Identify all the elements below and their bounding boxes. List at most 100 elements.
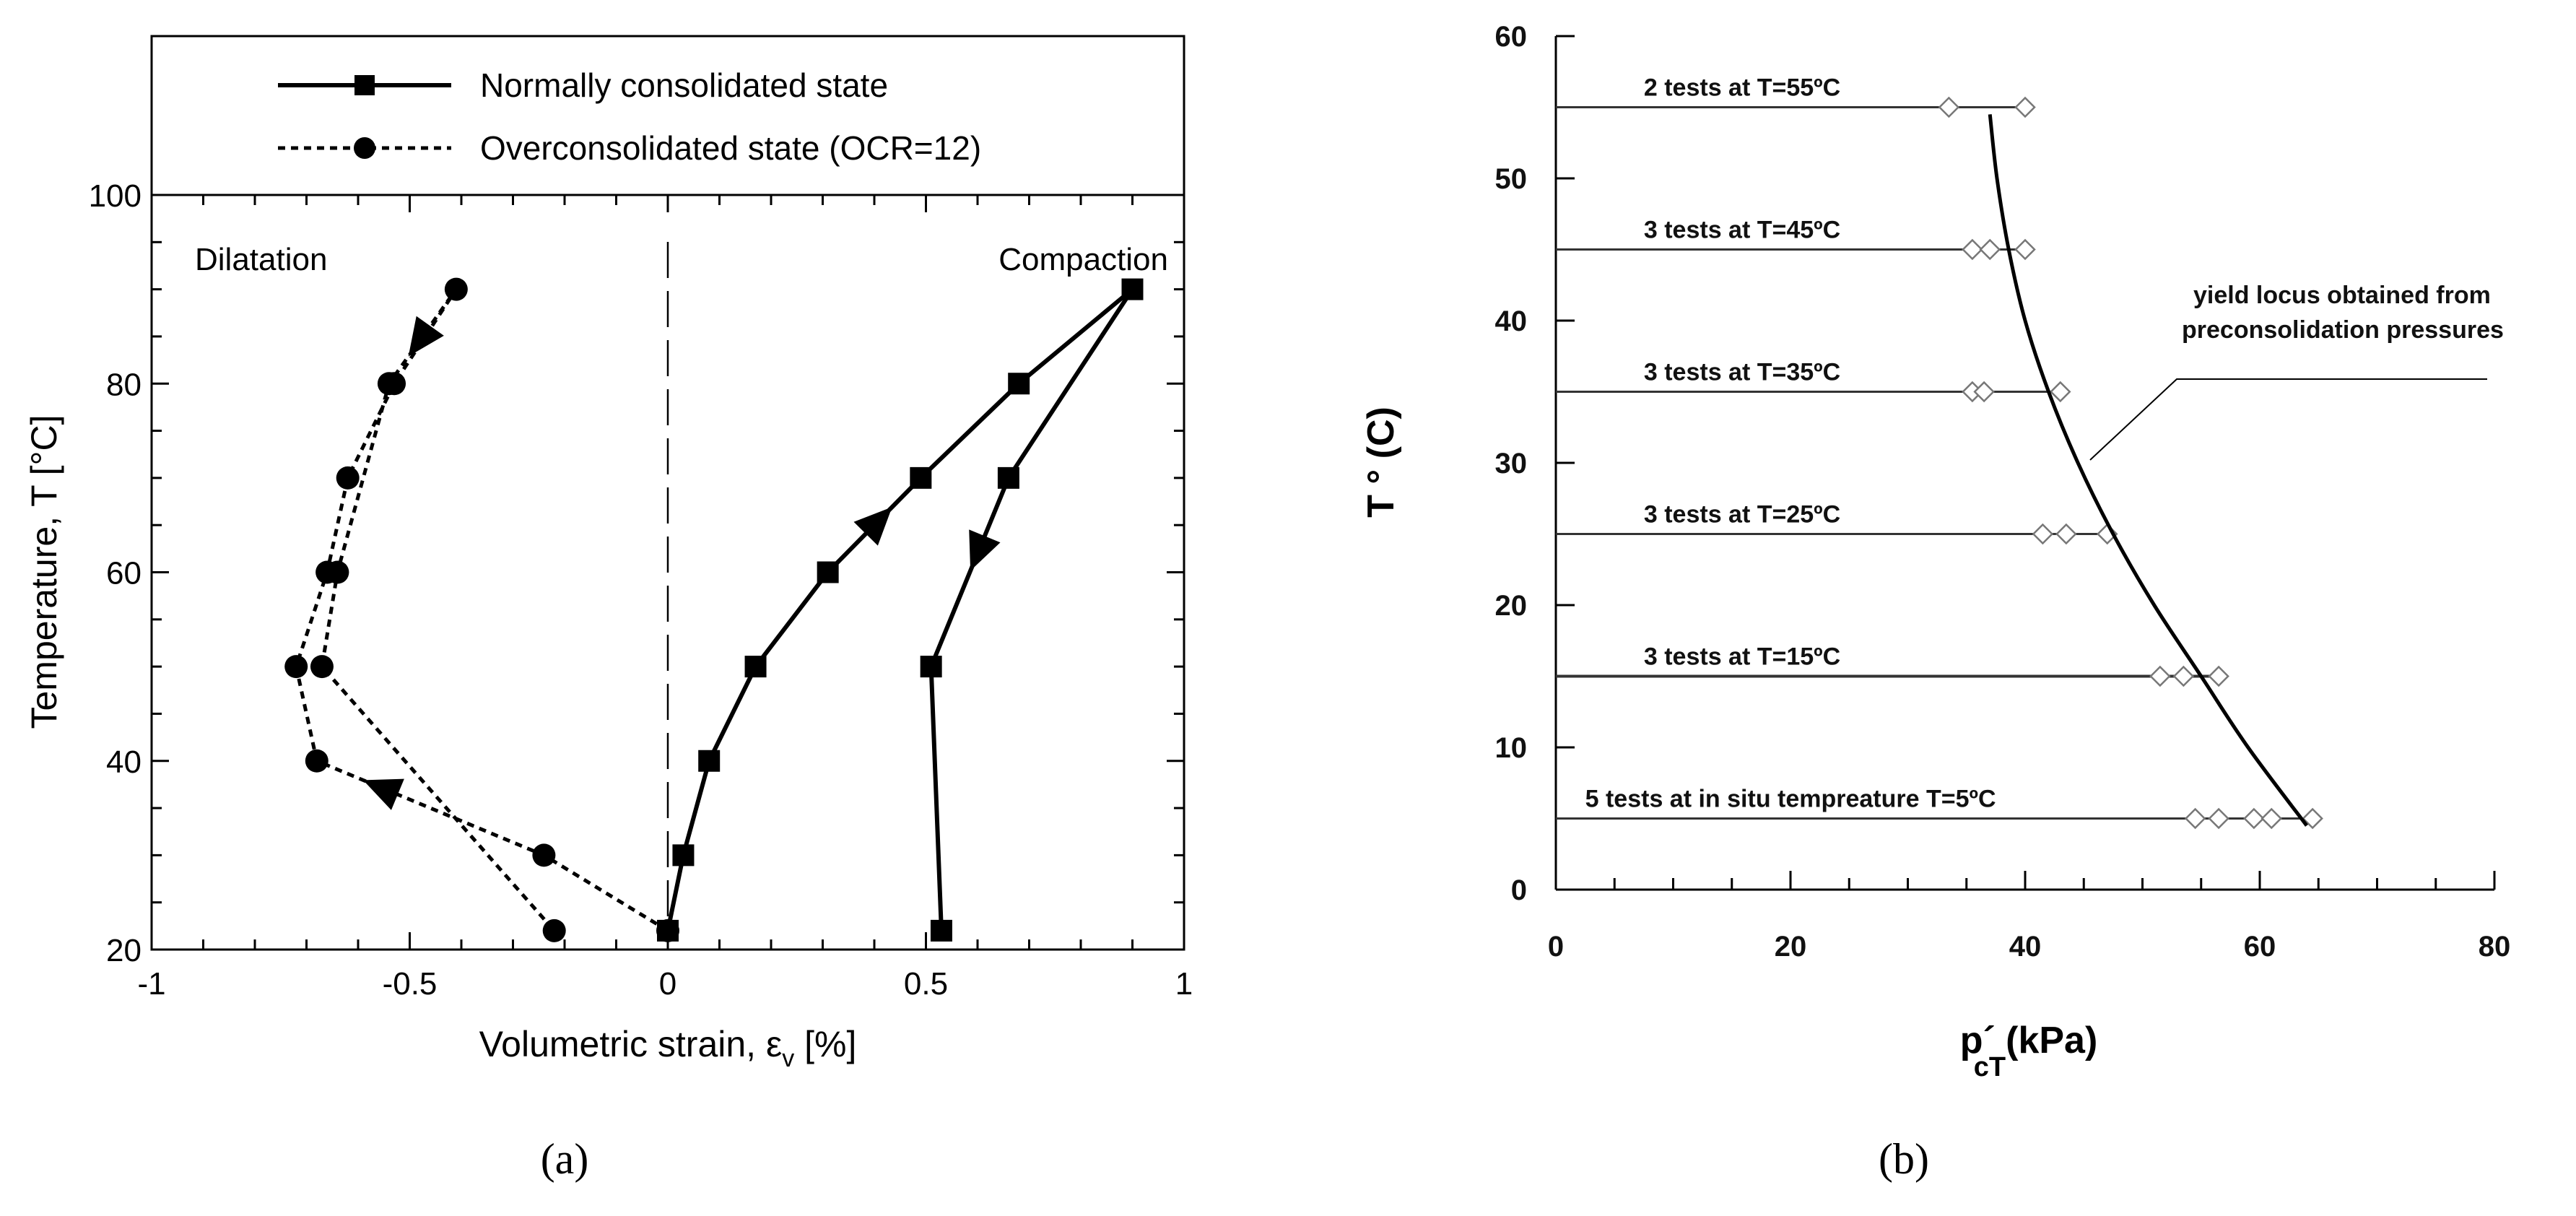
test-group-label: 3 tests at T=25ºC [1644, 501, 1840, 529]
x-tick-label-a: -0.5 [383, 966, 438, 1002]
y-tick-label-b: 10 [1495, 732, 1528, 764]
direction-arrow [853, 507, 892, 546]
test-point-diamond [2032, 523, 2054, 545]
test-point-diamond [1979, 238, 2001, 261]
yield-locus-label-line2: preconsolidation pressures [2182, 316, 2504, 344]
test-point-diamond [2172, 665, 2195, 687]
yield-locus-leader-line [2089, 378, 2487, 461]
y-tick-label-b: 50 [1495, 163, 1528, 195]
yield-locus-curve [1988, 114, 2309, 827]
data-point-overconsolidated [444, 277, 468, 301]
test-point-diamond [2208, 807, 2229, 830]
data-point-overconsolidated [305, 749, 328, 773]
x-tick-label-b: 20 [1775, 931, 1807, 963]
chart-panel-b: 0 20 40 60 80 0 10 20 30 40 50 60 2 tests at T=55ºC… [1360, 21, 2510, 1183]
test-point-diamond [1938, 96, 1960, 118]
data-point-overconsolidated [284, 655, 308, 679]
panel-caption-a: (a) [541, 1135, 589, 1183]
series-line-normally-consolidated [666, 287, 1135, 931]
y-tick-label-a: 80 [106, 367, 142, 402]
yield-locus-label-line1: yield locus obtained from [2193, 282, 2491, 309]
test-group-label: 3 tests at T=45ºC [1644, 217, 1840, 244]
data-point-overconsolidated [336, 466, 360, 490]
x-tick-label-b: 40 [2009, 931, 2042, 963]
legend-label-normally-consolidated: Normally consolidated state [480, 66, 888, 104]
test-point-diamond [2014, 238, 2036, 261]
direction-arrow [969, 529, 1001, 571]
legend-entry-normally-consolidated: Normally consolidated state [278, 66, 888, 104]
test-group-label: 5 tests at in situ tempreature T=5ºC [1585, 786, 1996, 813]
data-point-normally-consolidated [1121, 278, 1144, 300]
y-axis-label-b: T ° (C) [1360, 407, 1402, 518]
x-axis-label-b: p´ cT(kPa) [1960, 1020, 2098, 1082]
legend-marker-square [354, 75, 375, 95]
test-point-diamond [2302, 807, 2323, 830]
y-tick-label-b: 60 [1495, 21, 1528, 53]
test-point-diamond [2149, 665, 2171, 687]
data-point-normally-consolidated [672, 844, 695, 867]
test-point-diamond [2260, 807, 2283, 830]
data-point-overconsolidated [377, 372, 401, 396]
data-point-overconsolidated [326, 560, 349, 584]
x-axis-label-a-sub: v [782, 1045, 794, 1072]
x-tick-label-b: 60 [2244, 931, 2276, 963]
y-tick-label-a: 60 [106, 556, 142, 591]
series-line-overconsolidated [294, 288, 669, 933]
x-axis-label-a-main: Volumetric strain, ε [479, 1024, 783, 1064]
x-axis-label-b-main: p´ [1960, 1020, 1996, 1061]
y-tick-label-b: 20 [1495, 590, 1528, 622]
data-point-normally-consolidated [698, 750, 721, 772]
legend-entry-overconsolidated: Overconsolidated state (OCR=12) [278, 129, 981, 167]
data-point-normally-consolidated [997, 466, 1019, 489]
x-tick-label-b: 0 [1548, 931, 1564, 963]
test-point-diamond [2208, 665, 2229, 687]
direction-arrow [408, 316, 444, 357]
panel-caption-b: (b) [1879, 1135, 1929, 1183]
test-point-diamond [1973, 381, 1995, 403]
legend-marker-circle [354, 137, 375, 159]
y-tick-label-b: 0 [1511, 874, 1527, 906]
x-tick-label-a: 0 [659, 966, 676, 1002]
axis-ticks-b: 0 20 40 60 80 0 10 20 30 40 50 60 [1495, 21, 2511, 963]
data-point-overconsolidated [532, 843, 556, 867]
annotation-compaction: Compaction [998, 242, 1168, 277]
legend-label-overconsolidated: Overconsolidated state (OCR=12) [480, 129, 981, 167]
test-point-diamond [2055, 523, 2077, 545]
y-tick-label-b: 40 [1495, 305, 1528, 337]
x-tick-label-a: 0.5 [904, 966, 948, 1002]
data-point-normally-consolidated [744, 656, 767, 678]
data-point-normally-consolidated [1008, 373, 1030, 395]
series-group-a [284, 277, 1144, 942]
axis-ticks-a: -1 -0.5 0 0.5 1 20 40 60 80 100 [89, 178, 1193, 1002]
y-tick-label-a: 40 [106, 744, 142, 780]
data-point-overconsolidated [656, 918, 679, 942]
test-point-diamond [2184, 807, 2206, 830]
x-axis-label-a: Volumetric strain, εv [%] [479, 1024, 857, 1072]
x-tick-label-b: 80 [2479, 931, 2511, 963]
chart-panel-a: Normally consolidated state Overconsolid… [24, 35, 1193, 1183]
y-tick-label-a: 100 [89, 178, 142, 214]
y-axis-label-a: Temperature, T [°C] [24, 415, 64, 729]
test-group-label: 2 tests at T=55ºC [1644, 74, 1840, 102]
data-point-normally-consolidated [920, 656, 942, 678]
data-point-normally-consolidated [930, 919, 952, 942]
x-tick-label-a: 1 [1175, 966, 1193, 1002]
data-point-normally-consolidated [817, 561, 839, 583]
test-group-label: 3 tests at T=15ºC [1644, 643, 1840, 671]
direction-arrow [362, 778, 404, 810]
test-point-diamond [1962, 238, 1983, 261]
x-axis-label-a-unit: [%] [794, 1024, 856, 1064]
test-point-diamond [2014, 96, 2036, 118]
x-axis-label-b-unit: (kPa) [2006, 1020, 2097, 1061]
annotation-dilatation: Dilatation [195, 242, 327, 277]
legend-box [150, 35, 1185, 196]
test-point-diamond [2049, 381, 2071, 403]
x-tick-label-a: -1 [137, 966, 165, 1002]
y-tick-label-a: 20 [106, 933, 142, 968]
data-point-overconsolidated [310, 655, 334, 679]
y-tick-label-b: 30 [1495, 448, 1528, 479]
x-axis-label-b-sub: cT [1974, 1052, 2006, 1082]
yield-locus-callout: yield locus obtained from preconsolidati… [2089, 282, 2504, 461]
test-groups-b: 2 tests at T=55ºC 3 tests at T=45ºC 3 test… [1556, 74, 2323, 830]
